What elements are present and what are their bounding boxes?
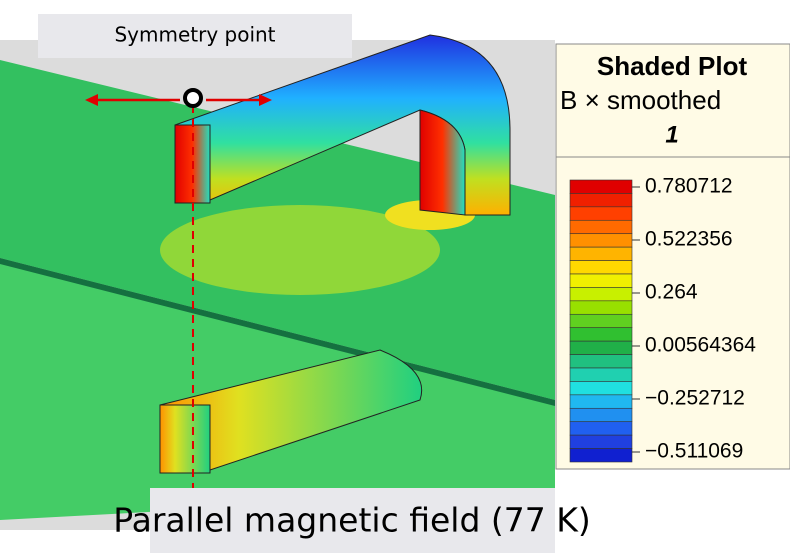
caption: Parallel magnetic field (77 K) — [113, 501, 591, 540]
symmetry-point — [185, 90, 201, 106]
color-swatch — [570, 381, 632, 394]
color-swatch — [570, 328, 632, 341]
color-swatch — [570, 422, 632, 435]
color-swatch — [570, 368, 632, 381]
color-swatch — [570, 247, 632, 260]
legend-frame: 1 — [665, 121, 678, 148]
color-swatch — [570, 435, 632, 448]
color-swatch — [570, 261, 632, 274]
legend-title: Shaded Plot — [597, 51, 748, 81]
legend-quantity: B × smoothed — [560, 85, 721, 115]
tick-label: 0.00564364 — [645, 334, 756, 357]
tick-label: 0.780712 — [645, 175, 733, 198]
annotation: Symmetry point — [114, 23, 275, 47]
screenshot: Symmetry point Shaded Plot B × smoothed … — [0, 0, 790, 553]
tick-label: 0.522356 — [645, 228, 733, 251]
color-swatch — [570, 287, 632, 300]
tick-label: 0.264 — [645, 281, 698, 304]
color-swatch — [570, 341, 632, 354]
colorbar — [570, 180, 632, 462]
color-swatch — [570, 395, 632, 408]
color-swatch — [570, 408, 632, 421]
tick-label: −0.511069 — [645, 440, 743, 463]
color-swatch — [570, 274, 632, 287]
color-swatch — [570, 314, 632, 327]
color-swatch — [570, 449, 632, 462]
color-swatch — [570, 355, 632, 368]
color-swatch — [570, 220, 632, 233]
color-swatch — [570, 301, 632, 314]
color-swatch — [570, 193, 632, 206]
tick-label: −0.252712 — [645, 387, 745, 410]
color-swatch — [570, 180, 632, 193]
scene: Symmetry point Shaded Plot B × smoothed … — [0, 0, 790, 553]
color-swatch — [570, 207, 632, 220]
lower-coil-end — [160, 405, 210, 473]
color-swatch — [570, 234, 632, 247]
